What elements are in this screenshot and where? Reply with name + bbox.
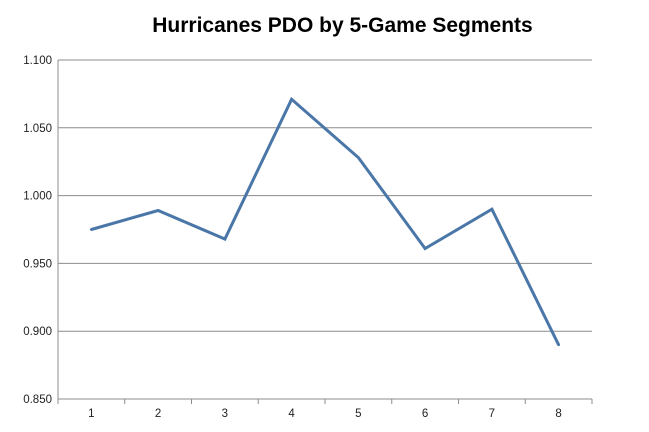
x-tick-label: 5 xyxy=(355,408,361,420)
y-tick-label: 0.850 xyxy=(23,394,52,406)
data-point xyxy=(156,209,160,212)
y-tick-label: 1.050 xyxy=(23,123,52,135)
x-tick-label: 8 xyxy=(555,408,561,420)
data-point xyxy=(557,343,561,347)
x-tick-label: 1 xyxy=(88,408,94,420)
y-tick-label: 0.900 xyxy=(23,326,52,338)
data-point xyxy=(423,247,427,250)
series-line xyxy=(90,96,560,346)
data-point xyxy=(490,207,494,211)
y-tick-label: 1.000 xyxy=(23,191,52,203)
data-point xyxy=(223,237,227,241)
y-tick-label: 1.100 xyxy=(23,55,52,67)
x-tick-label: 6 xyxy=(422,408,428,420)
x-tick-label: 2 xyxy=(155,408,161,420)
chart-title: Hurricanes PDO by 5-Game Segments xyxy=(152,14,533,37)
x-tick-label: 7 xyxy=(489,408,495,420)
y-tick-label: 0.950 xyxy=(23,258,52,270)
data-point xyxy=(356,156,360,160)
x-tick-label: 4 xyxy=(288,408,295,420)
data-point xyxy=(89,228,93,231)
data-point xyxy=(290,97,294,101)
x-tick-label: 3 xyxy=(222,408,228,420)
